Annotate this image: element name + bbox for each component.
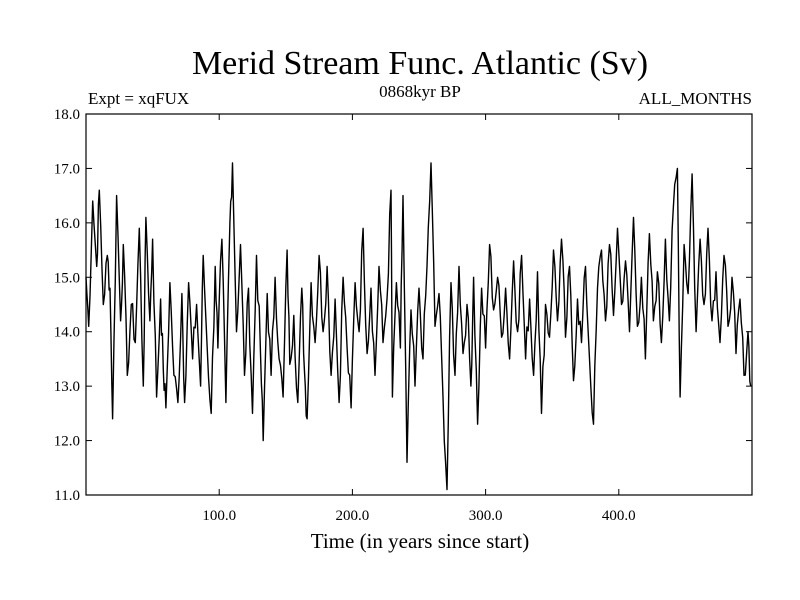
y-tick-label: 14.0 (54, 325, 80, 341)
y-tick-label: 16.0 (54, 216, 80, 232)
months-label: ALL_MONTHS (639, 89, 752, 108)
plot-frame (85, 113, 753, 496)
y-tick-label: 17.0 (54, 161, 80, 177)
x-tick-label: 100.0 (202, 508, 236, 524)
experiment-label: Expt = xqFUX (88, 89, 189, 108)
y-tick-label: 11.0 (54, 488, 80, 504)
y-tick-label: 15.0 (54, 270, 80, 286)
y-tick-label: 12.0 (54, 434, 80, 450)
chart-title: Merid Stream Func. Atlantic (Sv) (192, 45, 648, 82)
period-label: 0868kyr BP (379, 82, 461, 101)
x-axis-label: Time (in years since start) (311, 529, 530, 553)
y-axis: 11.0 12.0 13.0 14.0 15.0 16.0 17.0 18.0 (54, 107, 752, 504)
x-tick-label: 200.0 (336, 508, 370, 524)
y-tick-label: 13.0 (54, 379, 80, 395)
x-tick-label: 400.0 (602, 508, 636, 524)
y-tick-label: 18.0 (54, 107, 80, 123)
series-group (85, 162, 752, 491)
series-line (85, 162, 752, 491)
x-tick-label: 300.0 (469, 508, 503, 524)
x-axis: 100.0 200.0 300.0 400.0 (202, 114, 636, 524)
